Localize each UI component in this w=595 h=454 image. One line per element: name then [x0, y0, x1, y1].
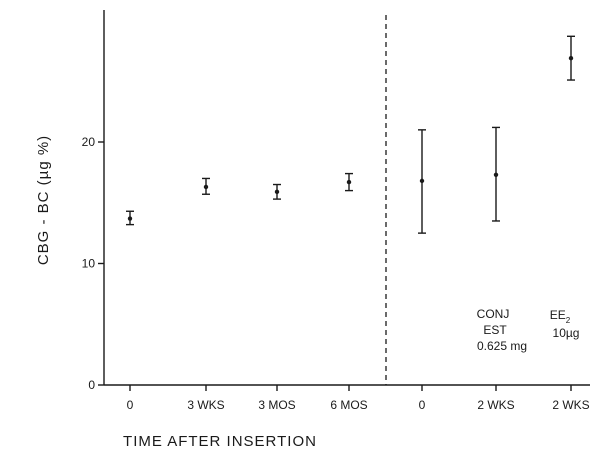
data-point [419, 178, 425, 184]
annotation-ee2-sub: 2 [566, 316, 571, 325]
x-tick-label: 3 WKS [187, 398, 224, 412]
data-point [274, 189, 280, 195]
y-tick-label: 10 [82, 257, 96, 271]
x-tick-label: 0 [419, 398, 426, 412]
annotation-conj-line1: CONJ [477, 307, 510, 321]
annotation-ee2-dose: 10µg [553, 326, 580, 340]
annotation-conj-line3: 0.625 mg [477, 339, 527, 353]
data-point [203, 184, 209, 190]
annotation-conj-line2: EST [483, 323, 507, 337]
x-axis-title: TIME AFTER INSERTION [123, 433, 317, 450]
data-point-group [418, 129, 426, 234]
tick-labels: 0 10 20 0 3 WKS 3 MOS 6 MOS 0 2 WKS 2 WKS [82, 135, 590, 412]
data-point-group [492, 126, 500, 222]
data-point-group [202, 177, 210, 195]
annotation-ee2-main: EE [550, 308, 566, 322]
axes [98, 10, 590, 391]
annotation-ee2: EE2 10µg [550, 308, 580, 340]
x-tick-label: 0 [127, 398, 134, 412]
data-point [127, 216, 133, 221]
data-point-group [273, 183, 281, 200]
x-tick-label: 6 MOS [330, 398, 367, 412]
x-tick-label: 2 WKS [477, 398, 514, 412]
x-tick-label: 2 WKS [552, 398, 589, 412]
y-tick-label: 20 [82, 135, 96, 149]
x-tick-label: 3 MOS [258, 398, 295, 412]
data-point [493, 172, 499, 178]
data-point-group [345, 172, 353, 192]
annotation-ee2-label: EE2 [550, 308, 571, 325]
data-point [346, 179, 352, 185]
data-point-group [567, 35, 575, 81]
annotation-conj-est: CONJ EST 0.625 mg [477, 307, 527, 353]
data-marks [126, 35, 575, 234]
y-axis-title: CBG - BC (µg %) [35, 135, 52, 265]
data-point [568, 55, 574, 61]
data-point-group [126, 210, 134, 226]
y-tick-label: 0 [88, 378, 95, 392]
